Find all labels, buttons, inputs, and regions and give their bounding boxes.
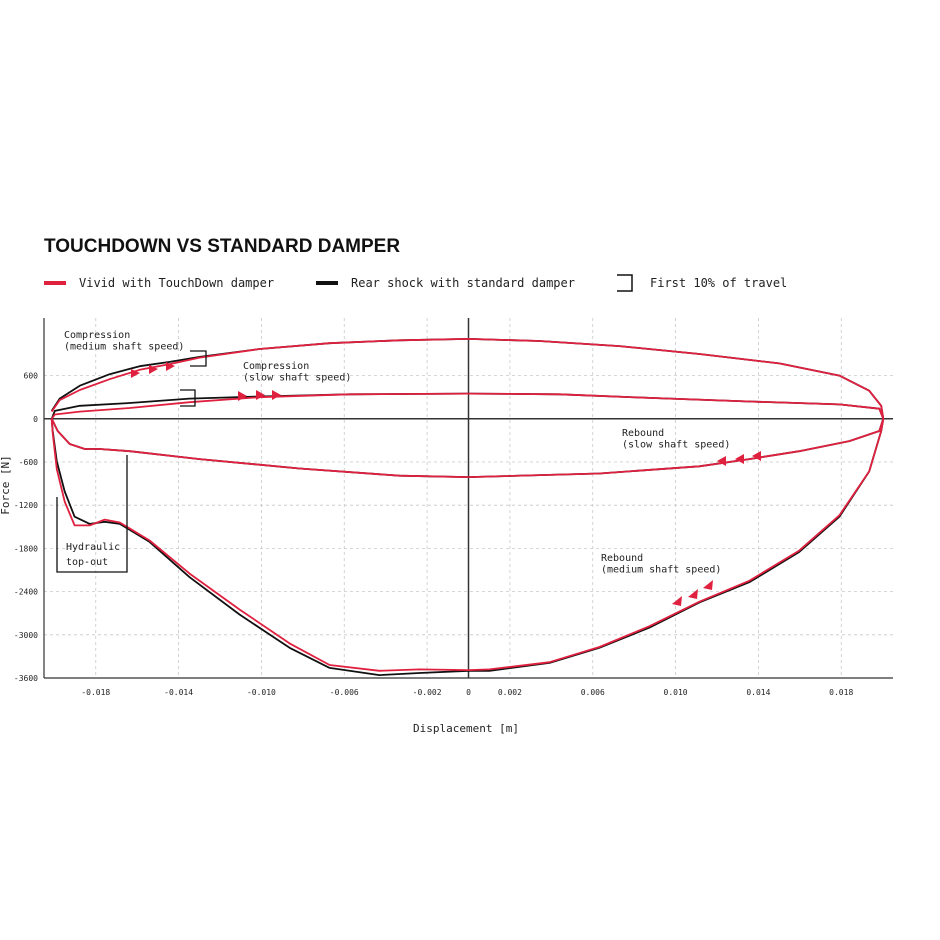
- legend-swatch: [44, 281, 66, 285]
- x-tick-label: 0.018: [829, 688, 853, 697]
- annotation: Rebound: [601, 553, 643, 564]
- chart-title: TOUCHDOWN VS STANDARD DAMPER: [44, 236, 400, 257]
- annotations: Compression(medium shaft speed)Compressi…: [64, 330, 730, 576]
- arrow: [238, 391, 247, 401]
- legend: Vivid with TouchDown damper Rear shock w…: [44, 274, 787, 292]
- annotation: Compression: [243, 361, 309, 372]
- y-tick-label: -3000: [14, 631, 38, 640]
- arrow: [149, 365, 158, 374]
- y-tick-label: 600: [24, 372, 39, 381]
- arrow: [166, 362, 175, 371]
- arrow: [717, 456, 726, 466]
- y-tick-label: -1200: [14, 501, 38, 510]
- decorations: [56, 350, 207, 573]
- y-tick-label: -1800: [14, 544, 38, 553]
- grid: -0.018 -0.014 -0.010 -0.006 -0.002 0 0.002 0.00…: [14, 318, 893, 697]
- x-axis-label: Displacement [m]: [413, 722, 519, 735]
- y-tick-label: -600: [19, 458, 38, 467]
- arrow: [703, 580, 713, 590]
- x-tick-label: -0.006: [330, 688, 359, 697]
- x-tick-label: 0.014: [746, 688, 770, 697]
- bracket: [190, 350, 207, 367]
- annotation: Hydraulic: [66, 542, 120, 553]
- y-tick-label: -3600: [14, 674, 38, 683]
- legend-label: First 10% of travel: [650, 276, 787, 290]
- bracket: [180, 389, 196, 407]
- x-tick-label: 0.010: [664, 688, 688, 697]
- annotation: (medium shaft speed): [64, 342, 184, 353]
- x-tick-label: -0.018: [81, 688, 110, 697]
- annotation: (medium shaft speed): [601, 565, 721, 576]
- x-tick-label: -0.010: [247, 688, 276, 697]
- arrow: [272, 390, 281, 400]
- x-tick-label: 0.006: [581, 688, 605, 697]
- series-line: [50, 338, 885, 672]
- legend-swatch: [316, 281, 338, 285]
- y-tick-label: -2400: [14, 588, 38, 597]
- y-axis-label: Force [N]: [0, 455, 12, 515]
- direction-arrows: [131, 362, 761, 606]
- y-tick-label: 0: [33, 415, 38, 424]
- annotation: (slow shaft speed): [243, 373, 351, 384]
- arrow: [752, 451, 761, 461]
- legend-label: Rear shock with standard damper: [351, 276, 575, 290]
- x-tick-label: -0.014: [164, 688, 193, 697]
- x-tick-label: 0: [466, 688, 471, 697]
- arrow: [256, 390, 265, 400]
- arrow: [688, 589, 698, 599]
- x-tick-label: -0.002: [413, 688, 442, 697]
- arrow: [672, 596, 682, 606]
- x-tick-label: 0.002: [498, 688, 522, 697]
- annotation: Compression: [64, 330, 130, 341]
- legend-label: Vivid with TouchDown damper: [79, 276, 274, 290]
- annotation: top-out: [66, 557, 108, 568]
- arrow: [131, 369, 140, 378]
- legend-bracket: [617, 274, 633, 292]
- bracket: [56, 455, 128, 573]
- plot: [50, 338, 885, 676]
- annotation: (slow shaft speed): [622, 440, 730, 451]
- arrow: [735, 454, 744, 464]
- annotation: Rebound: [622, 428, 664, 439]
